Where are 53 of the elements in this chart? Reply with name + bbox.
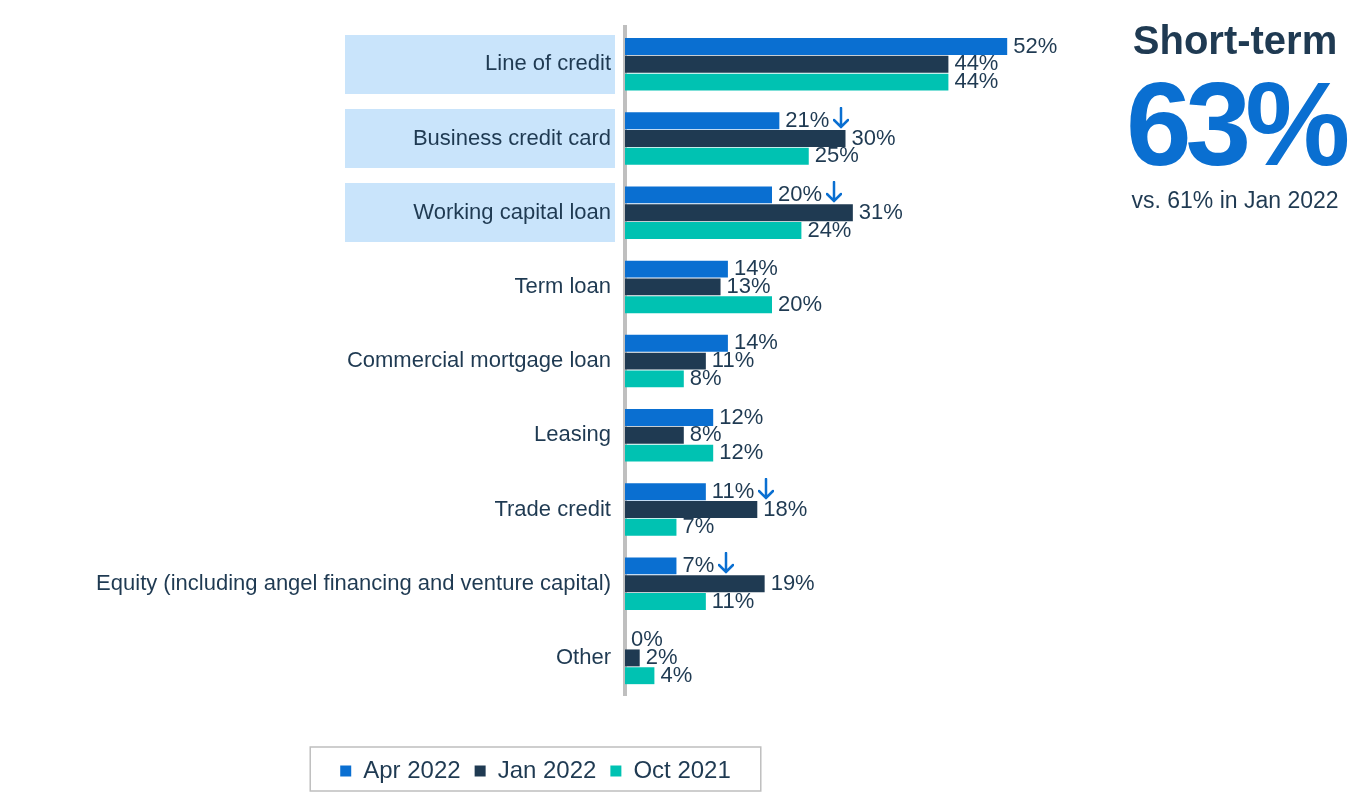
y-tick-label: Business credit card <box>412 124 611 150</box>
bar <box>625 222 802 239</box>
bar <box>625 649 640 667</box>
bar <box>625 426 684 444</box>
y-tick-label: Commercial mortgage loan <box>346 347 611 373</box>
y-tick-label: Other <box>555 643 611 669</box>
bar <box>625 409 714 426</box>
bar <box>625 38 1008 55</box>
y-tick-label: Working capital loan <box>413 198 611 224</box>
data-label: 20% <box>778 180 823 206</box>
data-label: 11% <box>711 587 755 613</box>
bar <box>625 278 721 296</box>
bar <box>625 501 758 518</box>
data-label: 12% <box>719 403 764 429</box>
bar <box>625 130 846 147</box>
data-label: 21% <box>785 106 830 132</box>
data-label: 24% <box>807 216 852 242</box>
data-label: 20% <box>778 290 823 316</box>
bar <box>625 112 780 130</box>
data-label: 7% <box>682 513 715 539</box>
legend-label: Jan 2022 <box>497 755 597 783</box>
legend-label: Oct 2021 <box>633 755 731 783</box>
y-tick-label: Term loan <box>514 272 611 298</box>
bar <box>625 557 677 575</box>
data-label: 31% <box>858 198 903 224</box>
bar <box>625 518 677 536</box>
data-label: 11% <box>711 477 755 503</box>
bar <box>625 334 728 352</box>
bar <box>625 296 772 314</box>
y-tick-label: Trade credit <box>494 495 611 521</box>
bar <box>625 444 714 462</box>
bar <box>625 204 853 222</box>
data-label: 18% <box>763 495 808 521</box>
data-label: 12% <box>719 439 764 465</box>
data-label: 19% <box>770 569 815 595</box>
data-label: 7% <box>682 551 715 577</box>
bar <box>625 55 949 73</box>
bar <box>625 370 684 388</box>
bar <box>625 73 949 91</box>
bar <box>625 483 706 501</box>
bar <box>625 575 765 593</box>
bar <box>625 352 706 370</box>
data-label: 8% <box>689 421 722 447</box>
data-label: 52% <box>1013 32 1058 58</box>
bar <box>625 667 655 685</box>
y-tick-label: Leasing <box>533 421 611 447</box>
bar <box>625 186 772 204</box>
y-tick-label: Equity (including angel financing and venture capital) <box>96 569 611 595</box>
bar <box>625 260 728 278</box>
y-tick-label: Line of credit <box>485 50 611 76</box>
bar <box>625 593 706 610</box>
bar <box>625 147 809 165</box>
legend-label: Apr 2022 <box>363 755 461 783</box>
